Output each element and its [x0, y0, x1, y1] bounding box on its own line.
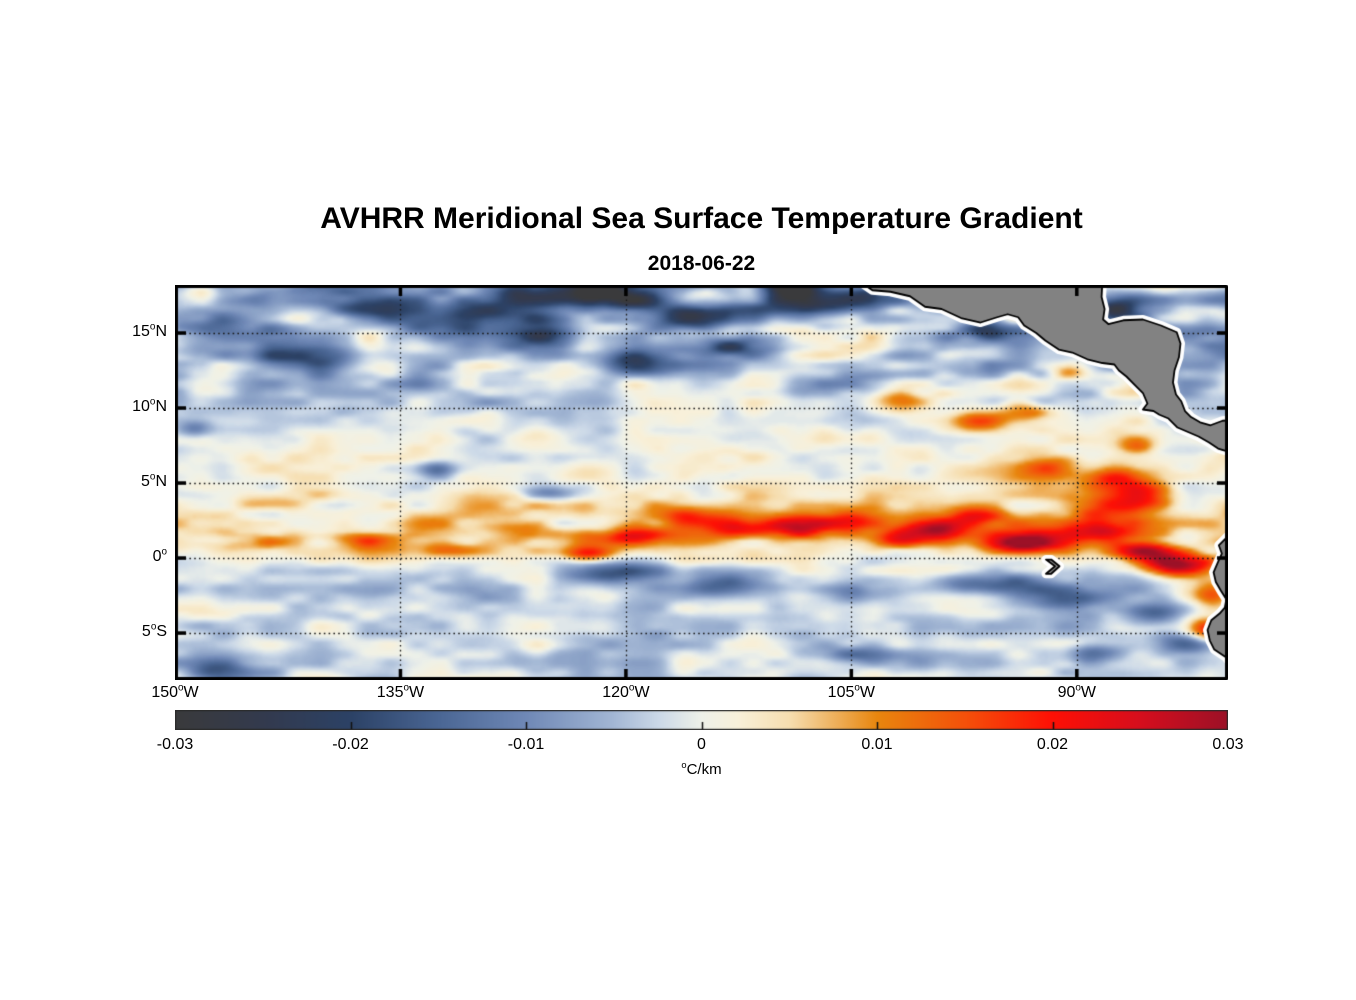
colorbar-tick-label: -0.02: [332, 736, 369, 753]
y-tick-label: 10oN: [132, 396, 167, 415]
x-tick-label: 135oW: [376, 682, 425, 701]
colorbar-tick-label: 0.02: [1036, 736, 1069, 753]
sst-gradient-map: [175, 285, 1228, 680]
x-tick-label: 105oW: [827, 682, 876, 701]
colorbar-tick-label: -0.03: [156, 736, 194, 753]
colorbar: [175, 710, 1228, 730]
colorbar-tick-label: 0.01: [861, 736, 893, 753]
y-tick-label: 15oN: [132, 321, 167, 340]
colorbar-tick-label: 0.03: [1212, 736, 1244, 753]
colorbar-unit-label: oC/km: [681, 760, 722, 778]
x-tick-label: 120oW: [602, 682, 650, 701]
x-tick-label: 150oW: [151, 682, 199, 701]
chart-date: 2018-06-22: [647, 252, 756, 275]
y-tick-label: 0o: [152, 546, 167, 566]
chart-title: AVHRR Meridional Sea Surface Temperature…: [320, 202, 1083, 235]
y-tick-label: 5oN: [141, 471, 167, 491]
y-tick-label: 5oS: [141, 621, 167, 641]
colorbar-tick-label: -0.01: [507, 736, 545, 753]
colorbar-tick-label: 0: [697, 736, 706, 753]
x-tick-label: 90oW: [1057, 682, 1097, 701]
